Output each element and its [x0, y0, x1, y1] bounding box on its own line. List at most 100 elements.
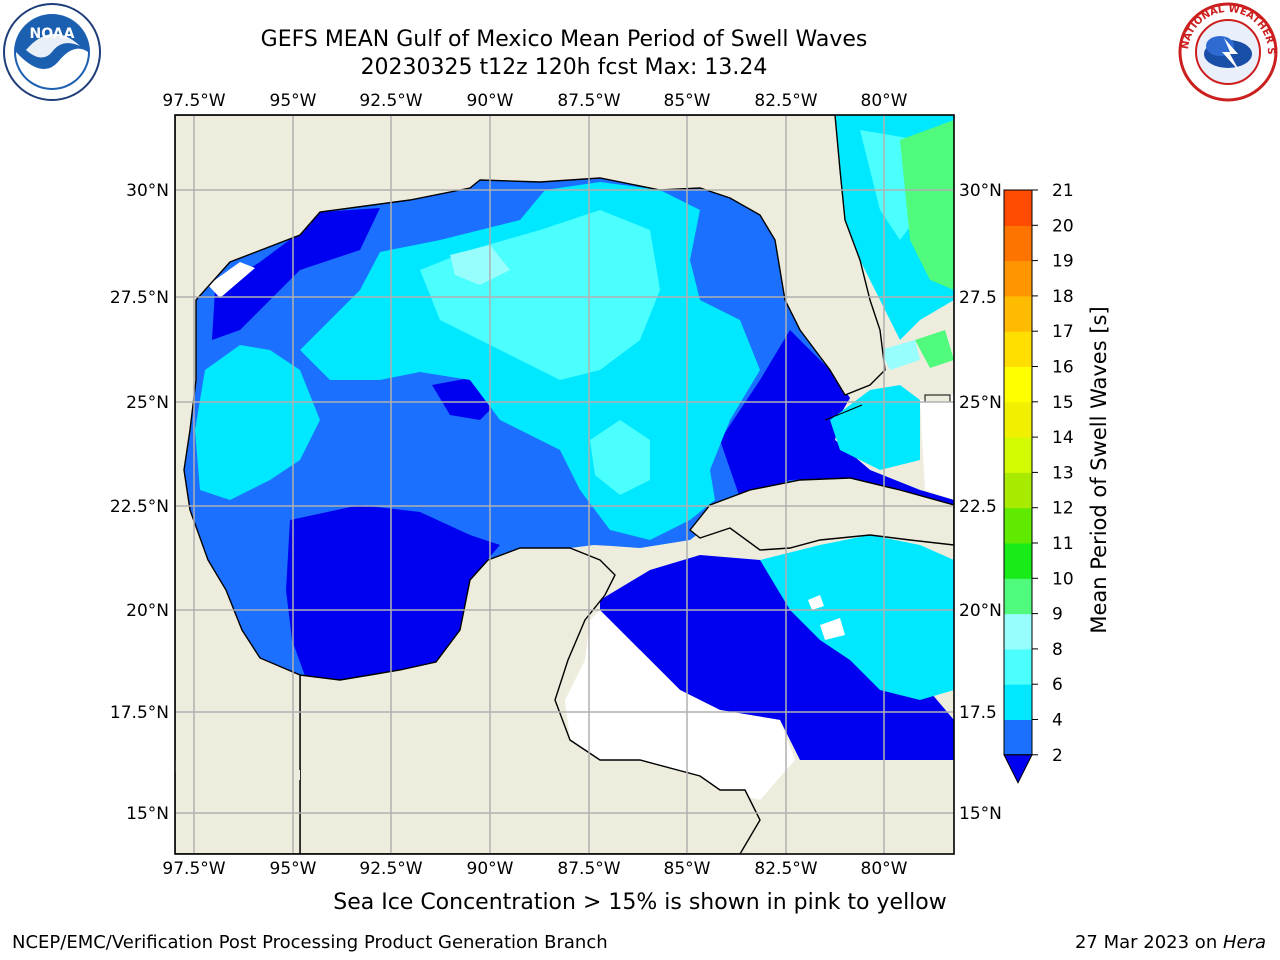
lon-label: 90°W: [467, 91, 514, 111]
lon-label: 92.5°W: [359, 91, 422, 111]
colorbar-segment: [1004, 648, 1032, 685]
colorbar-extend-arrow: [1003, 754, 1033, 784]
lat-label: 20°N: [959, 601, 1002, 621]
colorbar-tick-label: 2: [1052, 746, 1063, 766]
colorbar-tick-label: 15: [1052, 393, 1074, 413]
chart-title: GEFS MEAN Gulf of Mexico Mean Period of …: [260, 27, 868, 52]
swell-below-2-southwest: [286, 505, 500, 680]
nodata-honduras-coast: [565, 610, 795, 800]
lat-label: 20°N: [126, 601, 169, 621]
colorbar-tick-label: 8: [1052, 640, 1063, 660]
colorbar-tick-label: 4: [1052, 711, 1063, 731]
lon-label: 85°W: [664, 859, 711, 879]
sea-ice-note: Sea Ice Concentration > 15% is shown in …: [333, 890, 947, 915]
lon-labels-bottom: 97.5°W 95°W 92.5°W 90°W 87.5°W 85°W 82.5…: [162, 859, 907, 879]
colorbar-segment: [1004, 401, 1032, 438]
colorbar-segment: [1004, 366, 1032, 403]
colorbar-tick-label: 16: [1052, 358, 1074, 378]
colorbar-segment: [1004, 295, 1032, 332]
lat-label: 17.5: [959, 703, 997, 723]
lat-label: 30°N: [959, 181, 1002, 201]
colorbar-tick-label: 17: [1052, 322, 1074, 342]
chart-subtitle: 20230325 t12z 120h fcst Max: 13.24: [360, 55, 768, 80]
colorbar-segment: [1004, 613, 1032, 650]
lon-label: 80°W: [861, 859, 908, 879]
host-text: Hera: [1222, 932, 1266, 953]
lat-label: 22.5: [959, 497, 997, 517]
colorbar-tick-label: 9: [1052, 605, 1063, 625]
colorbar-segment: [1004, 719, 1032, 756]
credit-text: NCEP/EMC/Verification Post Processing Pr…: [12, 932, 608, 953]
lon-labels-top: 97.5°W 95°W 92.5°W 90°W 87.5°W 85°W 82.5…: [162, 91, 907, 111]
colorbar-segment: [1004, 507, 1032, 544]
nodata-caribbean-islands: [808, 595, 845, 640]
svg-text:NOAA: NOAA: [30, 26, 75, 42]
lat-label: 17.5°N: [110, 703, 169, 723]
noaa-logo: NOAA: [3, 3, 101, 101]
bahamas-island: [924, 394, 951, 403]
map-panel: [175, 115, 954, 854]
mexico-gulf-coast-land: [175, 115, 886, 854]
lon-label: 82.5°W: [754, 91, 817, 111]
lon-label: 97.5°W: [162, 91, 225, 111]
swell-4-6-west: [195, 345, 320, 500]
colorbar-tick-label: 18: [1052, 287, 1074, 307]
lon-label: 87.5°W: [557, 859, 620, 879]
lat-label: 30°N: [126, 181, 169, 201]
colorbar-segment: [1004, 190, 1032, 226]
pacific-coast-land: [175, 760, 300, 780]
colorbar-tick-label: 14: [1052, 428, 1074, 448]
colorbar-tick-label: 6: [1052, 675, 1063, 695]
lon-label: 82.5°W: [754, 859, 817, 879]
lon-label: 90°W: [467, 859, 514, 879]
lat-label: 27.5: [959, 288, 997, 308]
swell-8-9-central: [450, 245, 510, 285]
graticule: [175, 115, 954, 854]
florida-keys: [824, 404, 863, 421]
colorbar-tick-label: 20: [1052, 216, 1074, 236]
colorbar-segment: [1004, 578, 1032, 615]
lat-label: 22.5°N: [110, 497, 169, 517]
colorbar-segment: [1004, 437, 1032, 473]
lon-label: 97.5°W: [162, 859, 225, 879]
date-credit: 27 Mar 2023 on Hera: [1075, 932, 1266, 953]
colorbar-tick-label: 21: [1052, 181, 1074, 201]
colorbar: 2 4 6 8 9 10 11 12 13 14 15 16 17 18 19 20 21: [1003, 181, 1074, 784]
swell-6-8-loop: [590, 420, 650, 495]
lat-label: 15°N: [126, 804, 169, 824]
swell-9-10-atlantic: [900, 120, 954, 290]
swell-below-2-caribbean: [600, 555, 954, 760]
lat-labels-right: 30°N 27.5 25°N 22.5 20°N 17.5 15°N: [959, 181, 1002, 824]
lat-labels-left: 30°N 27.5°N 25°N 22.5°N 20°N 17.5°N 15°N: [110, 181, 169, 824]
lat-label: 15°N: [959, 804, 1002, 824]
colorbar-segment: [1004, 260, 1032, 297]
swell-4-6-caribbean: [760, 535, 954, 700]
cuba-land: [689, 477, 954, 551]
nws-logo: NATIONAL WEATHER SERVICE: [1178, 2, 1278, 102]
lon-label: 95°W: [270, 859, 317, 879]
colorbar-segment: [1004, 225, 1032, 262]
lon-label: 87.5°W: [557, 91, 620, 111]
colorbar-segment: [1004, 684, 1032, 720]
lat-label: 25°N: [126, 393, 169, 413]
lon-label: 80°W: [861, 91, 908, 111]
colorbar-tick-label: 12: [1052, 499, 1074, 519]
lat-label: 27.5°N: [110, 288, 169, 308]
swell-8-9-atlantic: [880, 340, 920, 370]
colorbar-segment: [1004, 331, 1032, 367]
yucatan-land: [299, 547, 761, 854]
swell-below-2-west: [212, 208, 380, 340]
colorbar-tick-label: 11: [1052, 534, 1074, 554]
date-text: 27 Mar 2023 on: [1074, 932, 1223, 953]
lon-label: 85°W: [664, 91, 711, 111]
colorbar-tick-label: 19: [1052, 252, 1074, 272]
swell-9-10-bahamas: [915, 330, 954, 368]
nodata-cuba-strip: [920, 395, 954, 500]
colorbar-segment: [1004, 543, 1032, 579]
lon-label: 92.5°W: [359, 859, 422, 879]
colorbar-tick-label: 10: [1052, 569, 1074, 589]
colorbar-tick-label: 13: [1052, 463, 1074, 483]
colorbar-label: Mean Period of Swell Waves [s]: [1087, 306, 1111, 633]
map-frame: [174, 114, 955, 855]
